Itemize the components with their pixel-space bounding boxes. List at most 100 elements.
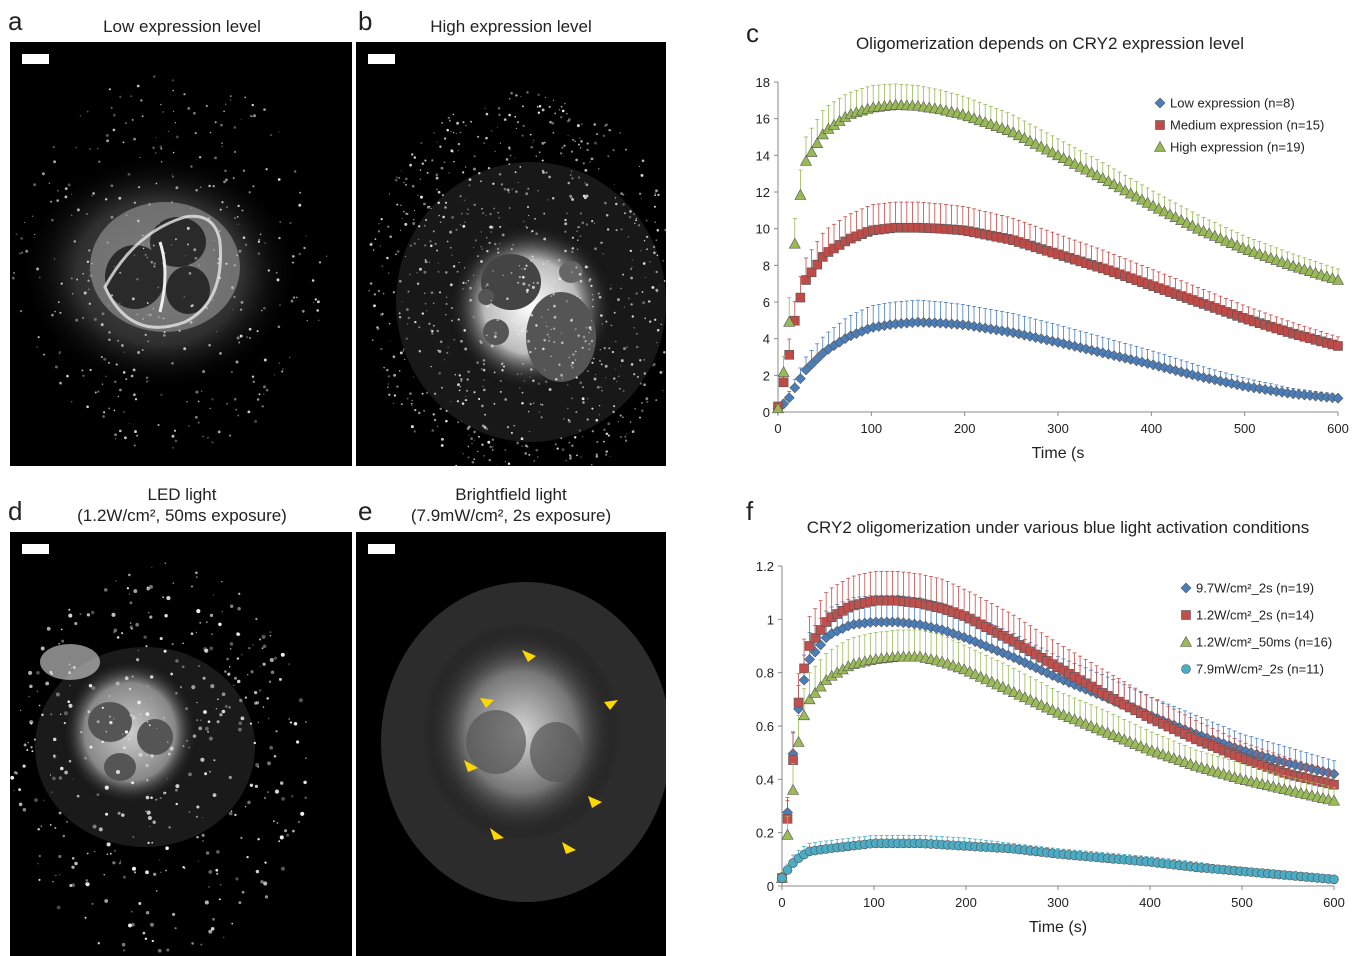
series-4 bbox=[777, 834, 1339, 885]
micrograph-a bbox=[10, 42, 352, 466]
y-tick-label: 10 bbox=[756, 222, 770, 237]
panel-a-title: Low expression level bbox=[103, 17, 261, 36]
micrograph-d bbox=[10, 532, 352, 956]
data-point bbox=[798, 709, 811, 721]
y-tick-label: 1.2 bbox=[756, 559, 774, 574]
data-point bbox=[1331, 273, 1345, 285]
x-tick-label: 100 bbox=[863, 895, 885, 910]
data-point bbox=[812, 259, 823, 270]
y-tick-label: 14 bbox=[756, 148, 770, 163]
y-tick-label: 1 bbox=[767, 612, 774, 627]
chart-f-title: CRY2 oligomerization under various blue … bbox=[806, 518, 1310, 537]
data-point bbox=[801, 275, 811, 285]
y-tick-label: 12 bbox=[756, 185, 770, 200]
data-point bbox=[809, 686, 822, 698]
x-tick-label: 0 bbox=[778, 895, 785, 910]
data-point bbox=[1113, 181, 1126, 193]
data-point bbox=[806, 358, 818, 370]
data-point bbox=[1327, 794, 1341, 806]
x-tick-label: 400 bbox=[1139, 895, 1161, 910]
x-tick-label: 0 bbox=[774, 421, 781, 436]
data-point bbox=[1107, 178, 1121, 190]
data-point bbox=[1102, 175, 1115, 187]
x-tick-label: 400 bbox=[1140, 421, 1162, 436]
y-tick-label: 0 bbox=[767, 879, 774, 894]
data-point bbox=[1135, 193, 1149, 205]
legend-marker bbox=[1181, 610, 1191, 620]
chart-c-title: Oligomerization depends on CRY2 expressi… bbox=[855, 34, 1245, 53]
scale-bar-b bbox=[368, 54, 395, 64]
data-point bbox=[814, 680, 827, 692]
scale-bar-d bbox=[22, 544, 49, 554]
data-point bbox=[777, 365, 790, 377]
data-point bbox=[800, 364, 812, 376]
x-axis-label: Time (s bbox=[1032, 445, 1085, 462]
data-point bbox=[778, 377, 789, 388]
series-markers bbox=[773, 222, 1343, 412]
data-point bbox=[784, 349, 795, 360]
legend-label: 1.2W/cm²_2s (n=14) bbox=[1196, 608, 1314, 623]
data-point bbox=[783, 315, 796, 327]
data-point bbox=[810, 633, 820, 643]
series-markers bbox=[777, 838, 1339, 885]
series-markers bbox=[775, 650, 1341, 883]
data-point bbox=[1329, 874, 1339, 885]
x-axis-label: Time (s) bbox=[1029, 919, 1087, 936]
y-tick-label: 0.6 bbox=[756, 719, 774, 734]
data-point bbox=[1119, 184, 1132, 196]
legend-label: Low expression (n=8) bbox=[1170, 96, 1295, 111]
y-tick-label: 6 bbox=[763, 295, 770, 310]
legend-label: 9.7W/cm²_2s (n=19) bbox=[1196, 581, 1314, 596]
panel-letter-d: d bbox=[8, 496, 23, 526]
x-tick-label: 600 bbox=[1327, 421, 1349, 436]
data-point bbox=[798, 674, 810, 686]
error-bars bbox=[776, 299, 1340, 409]
data-point bbox=[811, 137, 824, 149]
data-point bbox=[1333, 341, 1343, 351]
data-point bbox=[811, 353, 823, 365]
x-tick-label: 600 bbox=[1323, 895, 1345, 910]
y-tick-label: 0.2 bbox=[756, 826, 774, 841]
data-point bbox=[803, 693, 816, 705]
series-1 bbox=[772, 299, 1344, 414]
panel-letter-a: a bbox=[8, 6, 23, 36]
legend-label: Medium expression (n=15) bbox=[1170, 118, 1324, 133]
series-markers bbox=[771, 98, 1345, 414]
x-tick-label: 300 bbox=[1047, 421, 1069, 436]
panel-letter-c: c bbox=[746, 18, 759, 48]
data-point bbox=[787, 783, 800, 795]
data-point bbox=[781, 828, 794, 840]
x-tick-label: 300 bbox=[1047, 895, 1069, 910]
data-point bbox=[795, 292, 806, 303]
panel-d-title: LED light (1.2W/cm², 50ms exposure) bbox=[10, 484, 354, 526]
legend-marker bbox=[1181, 664, 1191, 674]
panel-d-title-line1: LED light bbox=[147, 485, 217, 504]
data-point bbox=[777, 873, 787, 883]
panel-letter-e: e bbox=[358, 496, 373, 526]
legend-label: 1.2W/cm²_50ms (n=16) bbox=[1196, 635, 1332, 650]
y-tick-label: 0 bbox=[763, 405, 770, 420]
series-2 bbox=[773, 201, 1343, 412]
panel-letter-b: b bbox=[358, 6, 373, 36]
x-tick-label: 500 bbox=[1234, 421, 1256, 436]
data-point bbox=[771, 402, 785, 414]
data-point bbox=[816, 128, 829, 140]
micrograph-b bbox=[356, 42, 666, 466]
data-point bbox=[794, 188, 807, 200]
legend-marker bbox=[1153, 140, 1167, 152]
panel-d-title-line2: (1.2W/cm², 50ms exposure) bbox=[77, 506, 287, 525]
legend-marker bbox=[1179, 635, 1193, 647]
panel-b-title: High expression level bbox=[430, 17, 592, 36]
data-point bbox=[1141, 196, 1154, 208]
data-point bbox=[1096, 172, 1109, 184]
data-point bbox=[793, 697, 804, 708]
x-tick-label: 200 bbox=[955, 895, 977, 910]
y-tick-label: 8 bbox=[763, 258, 770, 273]
panel-letter-f: f bbox=[746, 496, 754, 526]
legend-marker bbox=[1180, 582, 1192, 594]
scale-bar-e bbox=[368, 544, 395, 554]
data-point bbox=[799, 154, 813, 166]
legend-marker bbox=[1154, 97, 1166, 109]
micrograph-e bbox=[356, 532, 666, 956]
series-2 bbox=[777, 570, 1339, 883]
